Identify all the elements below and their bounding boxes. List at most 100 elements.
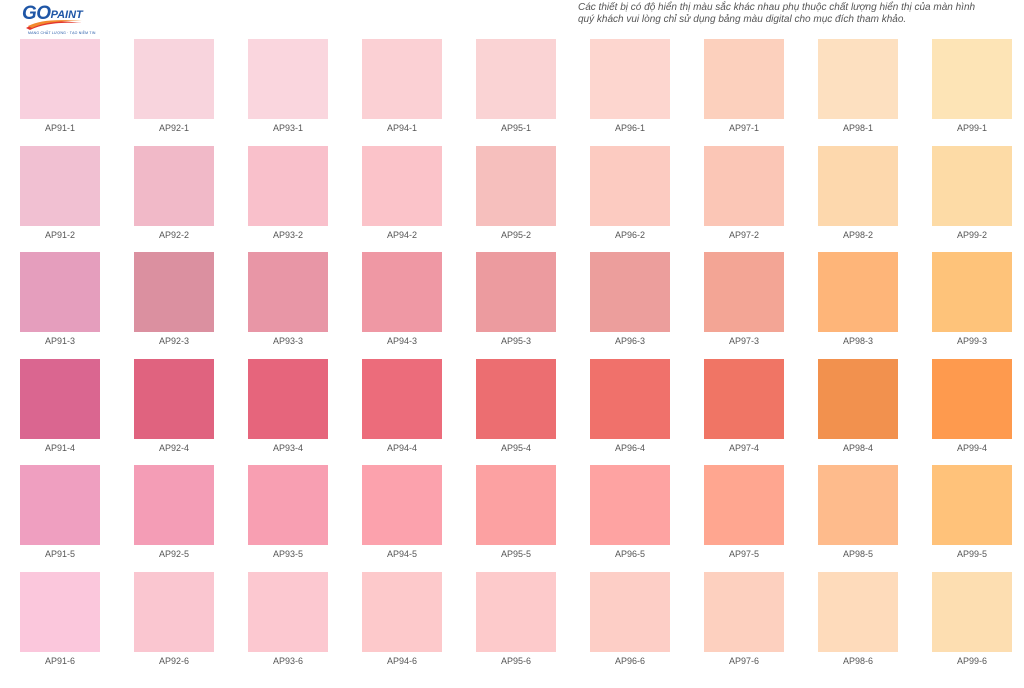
color-swatch[interactable] [20,39,100,119]
color-swatch[interactable] [476,145,556,226]
color-swatch-card[interactable]: AP92-1 [134,39,214,133]
color-swatch[interactable] [248,465,328,545]
color-swatch-card[interactable]: AP93-5 [248,465,328,559]
color-swatch[interactable] [476,252,556,332]
color-swatch-card[interactable]: AP91-5 [20,465,100,559]
color-swatch-card[interactable]: AP92-2 [134,145,214,240]
color-swatch[interactable] [704,465,784,545]
color-swatch-card[interactable]: AP99-3 [932,252,1012,346]
color-swatch[interactable] [476,571,556,652]
color-swatch[interactable] [134,145,214,226]
color-swatch[interactable] [932,358,1012,439]
color-swatch-card[interactable]: AP98-2 [818,145,898,240]
color-swatch-card[interactable]: AP96-5 [590,465,670,559]
color-swatch[interactable] [20,358,100,439]
color-swatch-card[interactable]: AP92-4 [134,358,214,453]
color-swatch-card[interactable]: AP92-3 [134,252,214,346]
color-swatch[interactable] [704,358,784,439]
color-swatch[interactable] [476,39,556,119]
color-swatch[interactable] [704,145,784,226]
color-swatch-card[interactable]: AP95-2 [476,145,556,240]
color-swatch[interactable] [932,571,1012,652]
color-swatch-card[interactable]: AP98-5 [818,465,898,559]
color-swatch[interactable] [590,465,670,545]
color-swatch-card[interactable]: AP93-2 [248,145,328,240]
color-swatch[interactable] [590,571,670,652]
color-swatch-card[interactable]: AP91-3 [20,252,100,346]
color-swatch[interactable] [248,39,328,119]
color-swatch[interactable] [818,252,898,332]
color-swatch-card[interactable]: AP94-6 [362,571,442,666]
color-swatch-card[interactable]: AP97-3 [704,252,784,346]
color-swatch[interactable] [134,39,214,119]
color-swatch[interactable] [362,358,442,439]
color-swatch-card[interactable]: AP97-6 [704,571,784,666]
color-swatch-card[interactable]: AP94-4 [362,358,442,453]
color-swatch[interactable] [248,571,328,652]
color-swatch-card[interactable]: AP93-6 [248,571,328,666]
color-swatch-card[interactable]: AP95-1 [476,39,556,133]
color-swatch[interactable] [932,145,1012,226]
color-swatch-card[interactable]: AP96-2 [590,145,670,240]
color-swatch[interactable] [20,571,100,652]
color-swatch[interactable] [818,145,898,226]
color-swatch[interactable] [590,145,670,226]
color-swatch[interactable] [362,39,442,119]
color-swatch[interactable] [20,465,100,545]
color-swatch-card[interactable]: AP99-1 [932,39,1012,133]
color-swatch-card[interactable]: AP97-5 [704,465,784,559]
color-swatch[interactable] [134,465,214,545]
color-swatch[interactable] [134,571,214,652]
color-swatch[interactable] [818,571,898,652]
color-swatch-card[interactable]: AP94-2 [362,145,442,240]
color-swatch-card[interactable]: AP99-5 [932,465,1012,559]
color-swatch-card[interactable]: AP96-4 [590,358,670,453]
color-swatch-card[interactable]: AP93-3 [248,252,328,346]
color-swatch-card[interactable]: AP98-3 [818,252,898,346]
color-swatch[interactable] [362,252,442,332]
color-swatch-card[interactable]: AP95-5 [476,465,556,559]
color-swatch-card[interactable]: AP97-2 [704,145,784,240]
color-swatch-card[interactable]: AP91-1 [20,39,100,133]
color-swatch[interactable] [362,465,442,545]
color-swatch[interactable] [248,358,328,439]
color-swatch[interactable] [590,252,670,332]
color-swatch[interactable] [818,358,898,439]
color-swatch-card[interactable]: AP95-3 [476,252,556,346]
color-swatch-card[interactable]: AP98-4 [818,358,898,453]
color-swatch[interactable] [932,39,1012,119]
color-swatch-card[interactable]: AP94-3 [362,252,442,346]
color-swatch-card[interactable]: AP98-1 [818,39,898,133]
color-swatch-card[interactable]: AP94-1 [362,39,442,133]
color-swatch[interactable] [248,252,328,332]
color-swatch-card[interactable]: AP94-5 [362,465,442,559]
color-swatch-card[interactable]: AP99-4 [932,358,1012,453]
color-swatch-card[interactable]: AP95-6 [476,571,556,666]
color-swatch[interactable] [134,358,214,439]
color-swatch-card[interactable]: AP96-6 [590,571,670,666]
color-swatch[interactable] [818,465,898,545]
color-swatch[interactable] [590,39,670,119]
color-swatch-card[interactable]: AP96-3 [590,252,670,346]
color-swatch-card[interactable]: AP97-1 [704,39,784,133]
color-swatch-card[interactable]: AP93-4 [248,358,328,453]
color-swatch-card[interactable]: AP91-4 [20,358,100,453]
color-swatch[interactable] [704,571,784,652]
color-swatch-card[interactable]: AP92-5 [134,465,214,559]
color-swatch-card[interactable]: AP99-2 [932,145,1012,240]
color-swatch-card[interactable]: AP91-2 [20,145,100,240]
color-swatch-card[interactable]: AP95-4 [476,358,556,453]
color-swatch-card[interactable]: AP97-4 [704,358,784,453]
color-swatch[interactable] [20,145,100,226]
color-swatch-card[interactable]: AP99-6 [932,571,1012,666]
color-swatch[interactable] [134,252,214,332]
color-swatch[interactable] [362,145,442,226]
color-swatch[interactable] [590,358,670,439]
color-swatch[interactable] [20,252,100,332]
color-swatch-card[interactable]: AP93-1 [248,39,328,133]
color-swatch[interactable] [704,39,784,119]
color-swatch[interactable] [362,571,442,652]
color-swatch[interactable] [476,358,556,439]
color-swatch-card[interactable]: AP96-1 [590,39,670,133]
color-swatch-card[interactable]: AP92-6 [134,571,214,666]
